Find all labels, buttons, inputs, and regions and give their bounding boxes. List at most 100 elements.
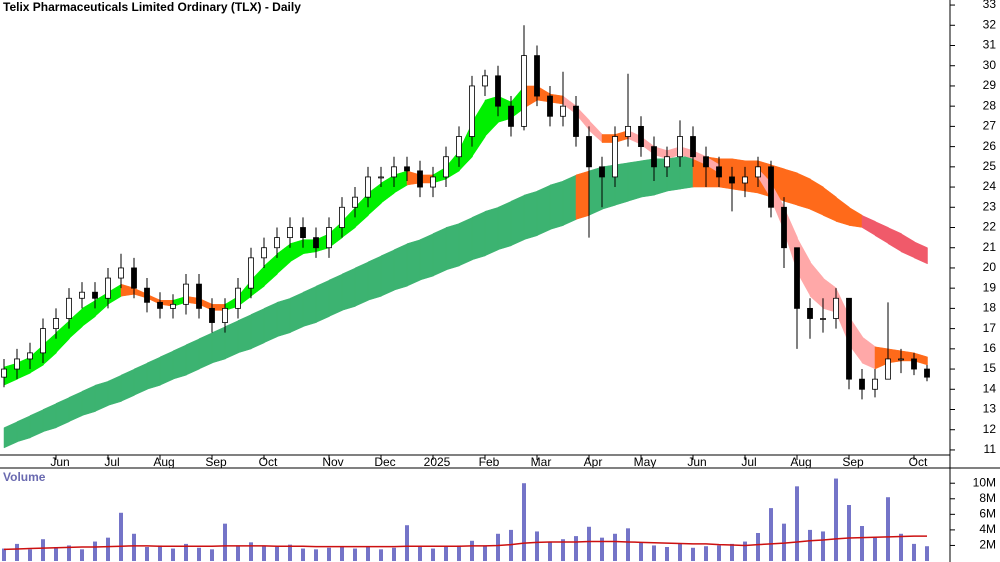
candle-body	[365, 176, 371, 198]
candle-body	[898, 358, 904, 361]
ribbon-segment	[302, 285, 317, 327]
volume-bar	[496, 533, 500, 561]
volume-bar	[15, 543, 19, 561]
candle-body	[794, 247, 800, 309]
ribbon-segment	[367, 255, 382, 301]
y-tick-label: 13	[983, 402, 997, 416]
ribbon-segment	[211, 326, 226, 364]
volume-bar	[418, 547, 422, 561]
volume-bar	[249, 542, 253, 561]
volume-bar	[756, 533, 760, 561]
candle-body	[131, 267, 137, 289]
volume-bar	[223, 523, 227, 561]
x-tick-label: Aug	[790, 455, 811, 469]
volume-bar	[704, 546, 708, 561]
volume-bar	[80, 549, 84, 561]
candle-body	[586, 136, 592, 168]
candle-body	[391, 166, 397, 178]
ribbon-segment	[913, 241, 928, 265]
candle-body	[872, 378, 878, 390]
ribbon-segment	[497, 200, 512, 251]
x-tick-label: Jun	[687, 455, 706, 469]
candle-body	[612, 136, 618, 178]
x-tick-label: Apr	[584, 455, 603, 469]
x-tick-label: Oct	[259, 455, 278, 469]
volume-bar	[795, 486, 799, 561]
candle-body	[313, 237, 319, 249]
x-tick-label: May	[634, 455, 657, 469]
volume-bar	[392, 547, 396, 561]
candle-body	[690, 136, 696, 158]
ribbon-segment	[679, 156, 694, 190]
candle-body	[248, 257, 254, 289]
volume-bar	[301, 548, 305, 561]
candle-body	[547, 95, 553, 117]
ribbon-segment	[250, 308, 265, 350]
volume-bar	[873, 537, 877, 561]
candle-body	[742, 176, 748, 184]
volume-bar	[67, 545, 71, 561]
y-tick-label: 17	[983, 321, 997, 335]
volume-bar	[782, 523, 786, 561]
ribbon-segment	[276, 243, 291, 275]
volume-bar	[54, 547, 58, 561]
y-tick-label: 12	[983, 422, 997, 436]
volume-bar	[366, 546, 370, 561]
candle-body	[92, 291, 98, 299]
candle-body	[768, 166, 774, 208]
candle-body	[664, 156, 670, 168]
volume-title: Volume	[3, 470, 46, 484]
y-tick-label: 11	[984, 442, 997, 456]
candle-body	[222, 307, 228, 323]
ribbon-segment	[484, 206, 499, 257]
candle-body	[170, 303, 176, 309]
candle-body	[534, 55, 540, 97]
candle-body	[755, 166, 761, 178]
candle-body	[521, 55, 527, 127]
ribbon-segment	[796, 172, 811, 210]
candle-body	[807, 307, 813, 319]
volume-bar	[600, 537, 604, 561]
y-tick-label: 23	[983, 199, 997, 213]
volume-bar	[860, 526, 864, 561]
volume-bar	[210, 549, 214, 561]
volume-bar	[236, 545, 240, 561]
volume-bar	[470, 540, 474, 561]
candle-body	[456, 136, 462, 158]
volume-bar	[652, 545, 656, 561]
ribbon-segment	[393, 243, 408, 291]
candle-body	[404, 166, 410, 172]
ribbon-segment	[315, 279, 330, 323]
volume-bar	[769, 508, 773, 561]
volume-bar	[327, 547, 331, 561]
ribbon-segment	[432, 227, 447, 277]
volume-bar	[288, 544, 292, 561]
candle-body	[443, 156, 449, 178]
volume-bar	[925, 546, 929, 561]
chart-title: Telix Pharmaceuticals Limited Ordinary (…	[3, 0, 301, 14]
y-tick-label: 25	[983, 159, 997, 173]
x-tick-label: Sep	[842, 455, 864, 469]
volume-bar	[379, 549, 383, 561]
candle-body	[105, 277, 111, 299]
candle-body	[339, 206, 345, 228]
ribbon-segment	[198, 332, 213, 370]
candle-body	[261, 247, 267, 259]
ribbon-segment	[575, 170, 590, 220]
candle-body	[235, 287, 241, 309]
volume-bar	[678, 543, 682, 561]
volume-bar	[444, 546, 448, 561]
x-tick-label: Aug	[153, 455, 174, 469]
volume-bar	[145, 547, 149, 561]
candle-body	[833, 297, 839, 319]
y-tick-label: 2M	[979, 538, 996, 552]
volume-bar	[106, 537, 110, 561]
candle-body	[651, 146, 657, 168]
candle-body	[157, 301, 163, 309]
volume-bar	[561, 539, 565, 561]
candle-body	[924, 368, 930, 378]
ribbon-segment	[549, 180, 564, 230]
y-tick-label: 30	[983, 58, 997, 72]
y-tick-label: 31	[983, 38, 997, 52]
ribbon-segment	[263, 253, 278, 287]
